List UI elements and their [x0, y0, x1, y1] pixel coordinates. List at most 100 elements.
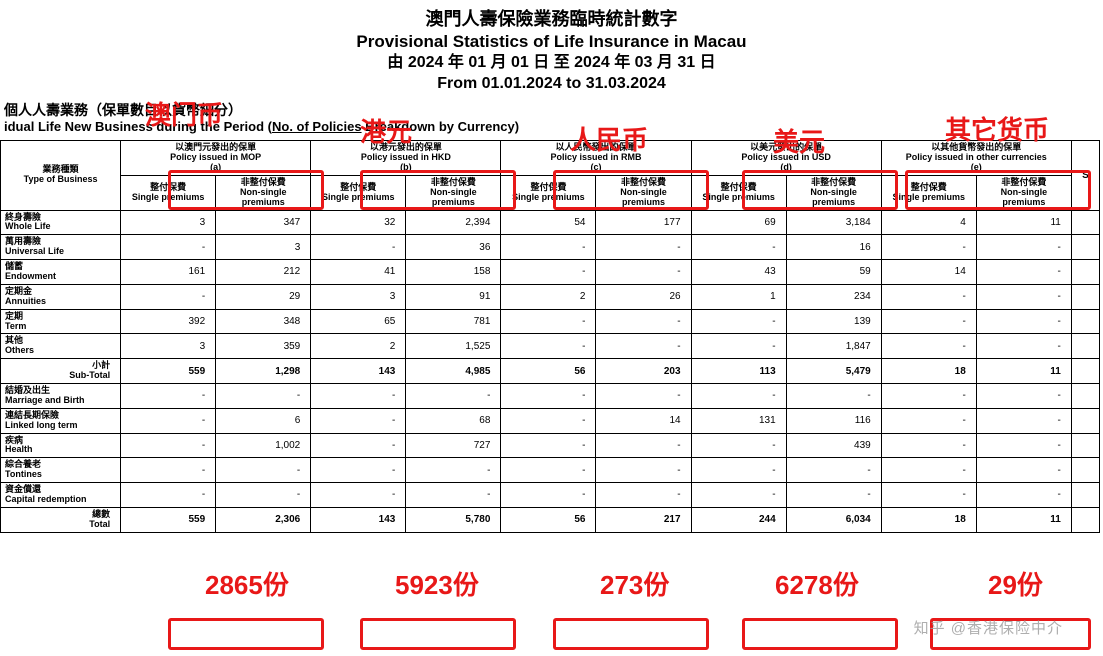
cell: -: [976, 235, 1071, 260]
cell-pad: [1071, 210, 1099, 235]
anno-other-count: 29份: [988, 565, 1043, 602]
cell: 139: [786, 309, 881, 334]
row-label: 綜合養老Tontines: [1, 458, 121, 483]
cell: -: [501, 260, 596, 285]
cell-pad: [1071, 334, 1099, 359]
table-row: 終身壽險Whole Life3347322,39454177693,184411: [1, 210, 1100, 235]
row-label: 定期金Annuities: [1, 284, 121, 309]
cell: -: [406, 483, 501, 508]
cell: 32: [311, 210, 406, 235]
cell: 5,780: [406, 507, 501, 532]
cell: -: [881, 483, 976, 508]
subheader-en: idual Life New Business during the Perio…: [4, 119, 1103, 136]
row-label: 資金償還Capital redemption: [1, 483, 121, 508]
table-row: 萬用壽險Universal Life-3-36---16--: [1, 235, 1100, 260]
cell: -: [311, 433, 406, 458]
cell: 56: [501, 507, 596, 532]
redbox-total-usd: [742, 618, 898, 650]
cell: -: [786, 458, 881, 483]
cell: -: [881, 334, 976, 359]
cell: 116: [786, 408, 881, 433]
row-label: 定期Term: [1, 309, 121, 334]
th-type: 業務種類 Type of Business: [1, 141, 121, 210]
cell: -: [501, 433, 596, 458]
cell: -: [976, 408, 1071, 433]
cell: -: [881, 284, 976, 309]
cell-pad: [1071, 433, 1099, 458]
table-row: 總數Total5592,3061435,780562172446,0341811: [1, 507, 1100, 532]
cell: 1,002: [216, 433, 311, 458]
th-s: S: [1071, 141, 1099, 210]
section-subheader: 個人人壽業務（保單數目以貨幣細分） idual Life New Busines…: [0, 101, 1103, 136]
cell: -: [216, 383, 311, 408]
cell: -: [691, 458, 786, 483]
cell: 18: [881, 507, 976, 532]
document-header: 澳門人壽保險業務臨時統計數字 Provisional Statistics of…: [0, 0, 1103, 95]
cell: -: [691, 383, 786, 408]
cell: 26: [596, 284, 691, 309]
cell: -: [311, 483, 406, 508]
cell: -: [596, 260, 691, 285]
cell: 2: [311, 334, 406, 359]
cell: -: [691, 235, 786, 260]
row-label: 萬用壽險Universal Life: [1, 235, 121, 260]
cell: 68: [406, 408, 501, 433]
cell: -: [216, 458, 311, 483]
cell: -: [881, 309, 976, 334]
cell: -: [691, 433, 786, 458]
cell: 234: [786, 284, 881, 309]
cell: -: [691, 309, 786, 334]
th-single: 整付保費Single premiums: [501, 175, 596, 210]
row-label: 小計Sub-Total: [1, 359, 121, 384]
cell: -: [786, 483, 881, 508]
cell: -: [596, 483, 691, 508]
cell-pad: [1071, 408, 1099, 433]
cell: 3: [121, 210, 216, 235]
cell: 2: [501, 284, 596, 309]
th-nonsingle: 非整付保費Non-single premiums: [596, 175, 691, 210]
cell: -: [501, 309, 596, 334]
th-other: 以其他貨幣發出的保單Policy issued in other currenc…: [881, 141, 1071, 176]
cell: -: [691, 483, 786, 508]
period-zh: 由 2024 年 01 月 01 日 至 2024 年 03 月 31 日: [0, 53, 1103, 74]
anno-usd-count: 6278份: [775, 565, 859, 602]
cell: -: [501, 458, 596, 483]
cell: 347: [216, 210, 311, 235]
row-label: 終身壽險Whole Life: [1, 210, 121, 235]
cell: -: [596, 309, 691, 334]
cell: 1: [691, 284, 786, 309]
cell-pad: [1071, 359, 1099, 384]
row-label: 其他Others: [1, 334, 121, 359]
table-row: 綜合養老Tontines----------: [1, 458, 1100, 483]
th-single: 整付保費Single premiums: [311, 175, 406, 210]
cell: -: [596, 235, 691, 260]
cell: -: [501, 383, 596, 408]
cell: 177: [596, 210, 691, 235]
anno-rmb-count: 273份: [600, 565, 669, 602]
cell: -: [406, 458, 501, 483]
cell: -: [121, 408, 216, 433]
cell: 14: [881, 260, 976, 285]
cell: 4,985: [406, 359, 501, 384]
th-nonsingle: 非整付保費Non-single premiums: [976, 175, 1071, 210]
cell: -: [121, 483, 216, 508]
cell: 781: [406, 309, 501, 334]
cell: 113: [691, 359, 786, 384]
redbox-total-hkd: [360, 618, 516, 650]
cell: -: [596, 458, 691, 483]
table-row: 小計Sub-Total5591,2981434,985562031135,479…: [1, 359, 1100, 384]
cell: -: [501, 408, 596, 433]
cell: -: [976, 334, 1071, 359]
cell: 41: [311, 260, 406, 285]
cell: -: [311, 383, 406, 408]
cell: 143: [311, 507, 406, 532]
cell: -: [311, 408, 406, 433]
cell: 348: [216, 309, 311, 334]
anno-mop-count: 2865份: [205, 565, 289, 602]
cell-pad: [1071, 260, 1099, 285]
cell: -: [881, 433, 976, 458]
cell: 203: [596, 359, 691, 384]
cell-pad: [1071, 507, 1099, 532]
row-label: 儲蓄Endowment: [1, 260, 121, 285]
cell: 3: [121, 334, 216, 359]
